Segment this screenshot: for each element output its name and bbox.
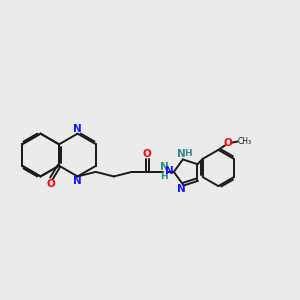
Text: CH₃: CH₃ bbox=[238, 137, 252, 146]
Text: O: O bbox=[46, 179, 56, 189]
Text: N: N bbox=[165, 166, 174, 176]
Text: N: N bbox=[73, 176, 82, 187]
Text: N: N bbox=[73, 124, 82, 134]
Text: O: O bbox=[223, 138, 232, 148]
Text: N: N bbox=[160, 162, 169, 172]
Text: O: O bbox=[143, 149, 152, 159]
Text: N: N bbox=[177, 184, 186, 194]
Text: H: H bbox=[184, 149, 192, 158]
Text: N: N bbox=[177, 149, 186, 159]
Text: H: H bbox=[160, 172, 168, 181]
